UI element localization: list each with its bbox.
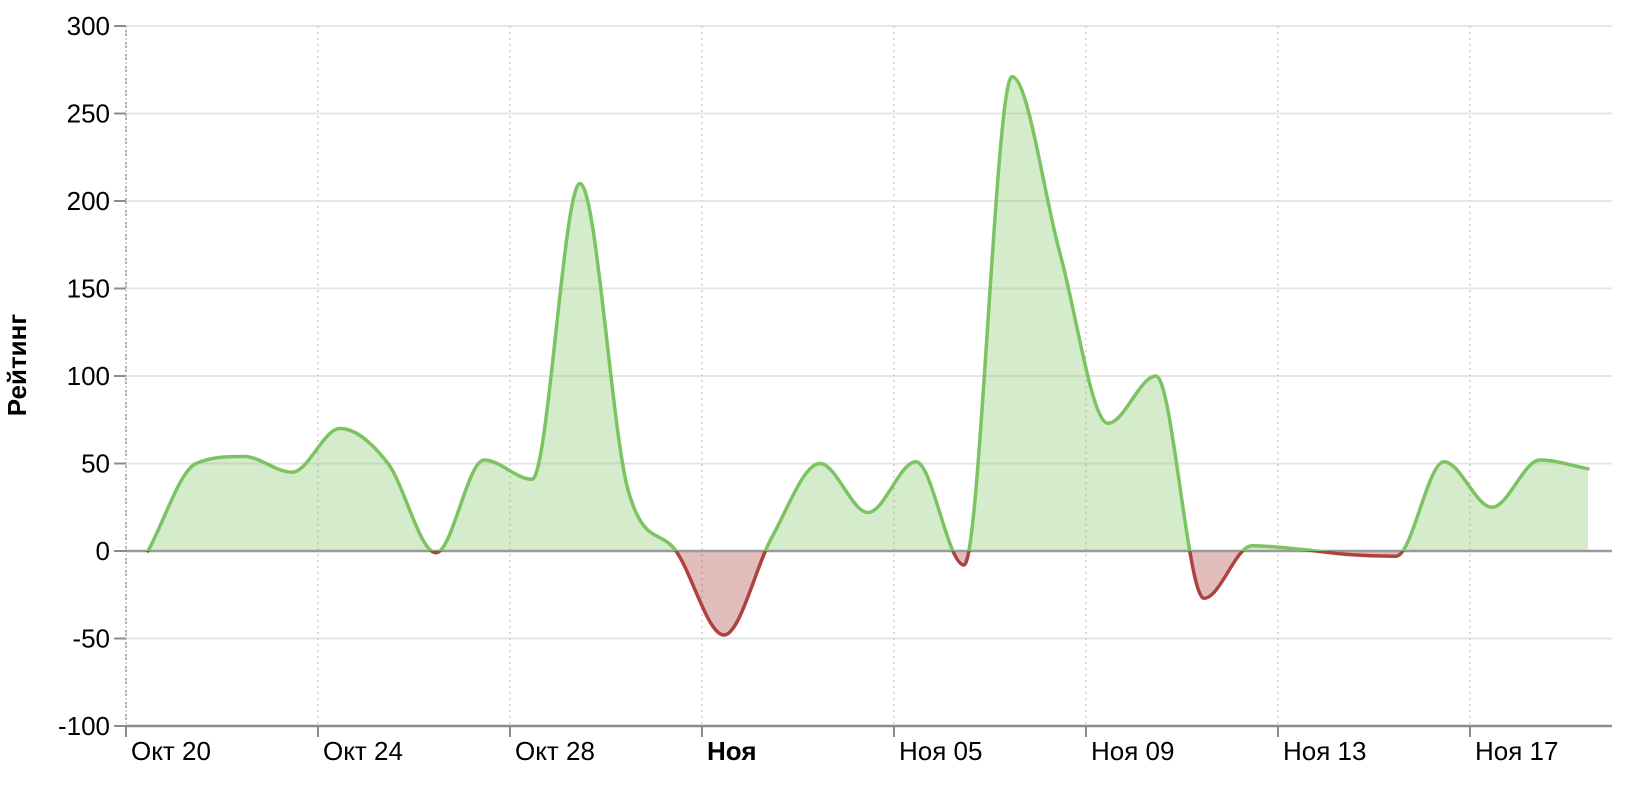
line-negative[interactable] [146, 77, 1588, 637]
y-axis-label: 100 [67, 361, 110, 391]
y-axis-label: 300 [67, 11, 110, 41]
axis-labels: 300 250 200 150 100 50 0 -50 -100 Окт 20 Окт 24 Окт… [58, 11, 1559, 766]
y-axis-label: 0 [96, 536, 110, 566]
x-axis-label: Ноя 09 [1091, 736, 1174, 766]
y-axis-label: 50 [81, 449, 110, 479]
y-axis-label: -50 [72, 624, 110, 654]
y-axis-label: 150 [67, 274, 110, 304]
x-axis-label: Ноя 05 [899, 736, 982, 766]
y-axis-label: 200 [67, 186, 110, 216]
y-axis-label: 250 [67, 99, 110, 129]
series-lines[interactable] [146, 75, 1590, 637]
x-axis-label: Окт 24 [323, 736, 403, 766]
axis-ticks [114, 25, 1471, 737]
x-axis-label: Ноя 17 [1475, 736, 1558, 766]
x-axis-label: Ноя 13 [1283, 736, 1366, 766]
area-positive [148, 76, 1588, 551]
x-axis-label: Ноя [707, 736, 757, 766]
x-axis-label: Окт 28 [515, 736, 595, 766]
baselines [126, 549, 1612, 728]
y-axis-label: -100 [58, 711, 110, 741]
line-positive[interactable] [146, 75, 1590, 635]
y-axis-title: Рейтинг [2, 314, 32, 417]
x-axis-label: Окт 20 [131, 736, 211, 766]
gridlines [125, 25, 1612, 727]
